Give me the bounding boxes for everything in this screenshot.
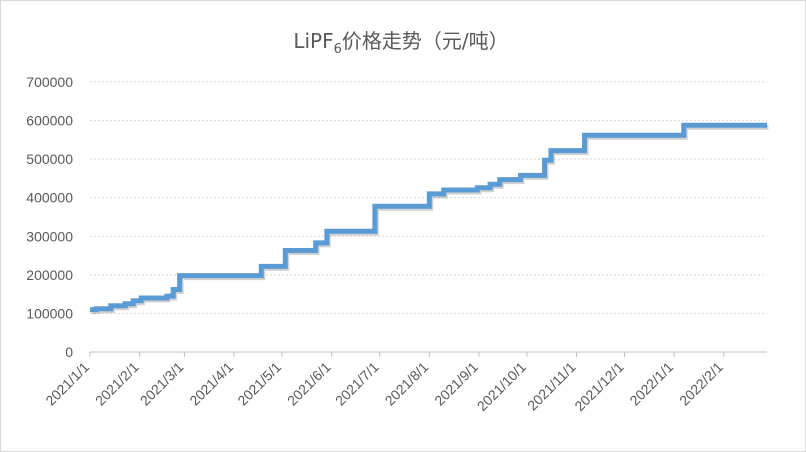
y-axis-ticks: 0 100000 200000 300000 400000 500000 600000 700… — [26, 74, 73, 360]
y-tick-label: 400000 — [26, 190, 73, 206]
y-tick-label: 700000 — [26, 74, 73, 90]
x-tick-label: 2022/2/1 — [676, 359, 726, 409]
chart-title-main: LiPF — [293, 29, 333, 53]
x-tick-label: 2021/4/1 — [186, 359, 236, 409]
x-tick-label: 2022/1/1 — [626, 359, 676, 409]
y-tick-label: 300000 — [26, 228, 73, 244]
x-tick-label: 2021/1/1 — [42, 359, 92, 409]
x-tick-label: 2021/8/1 — [382, 359, 432, 409]
series-line — [90, 122, 767, 313]
x-tick-label: 2021/10/1 — [474, 359, 530, 415]
x-tick-label: 2021/11/1 — [524, 359, 579, 414]
y-tick-label: 0 — [65, 344, 73, 360]
x-tick-label: 2021/12/1 — [571, 359, 627, 415]
y-tick-label: 200000 — [26, 267, 73, 283]
chart-title-rest: 价格走势（元/吨） — [342, 29, 509, 53]
x-tick-label: 2021/6/1 — [284, 359, 334, 409]
y-tick-label: 100000 — [26, 305, 73, 321]
y-tick-label: 500000 — [26, 151, 73, 167]
x-tick-label: 2021/9/1 — [431, 359, 481, 409]
chart-title-subscript: 6 — [334, 42, 342, 57]
series-group — [90, 122, 769, 315]
x-tick-label: 2021/7/1 — [332, 359, 382, 409]
x-tick-label: 2021/3/1 — [137, 359, 187, 409]
x-tick-label: 2021/2/1 — [92, 359, 142, 409]
x-tick-label: 2021/5/1 — [234, 359, 284, 409]
chart-title: LiPF6价格走势（元/吨） — [293, 29, 508, 57]
y-tick-label: 600000 — [26, 113, 73, 129]
series-line-shadow — [91, 124, 769, 315]
